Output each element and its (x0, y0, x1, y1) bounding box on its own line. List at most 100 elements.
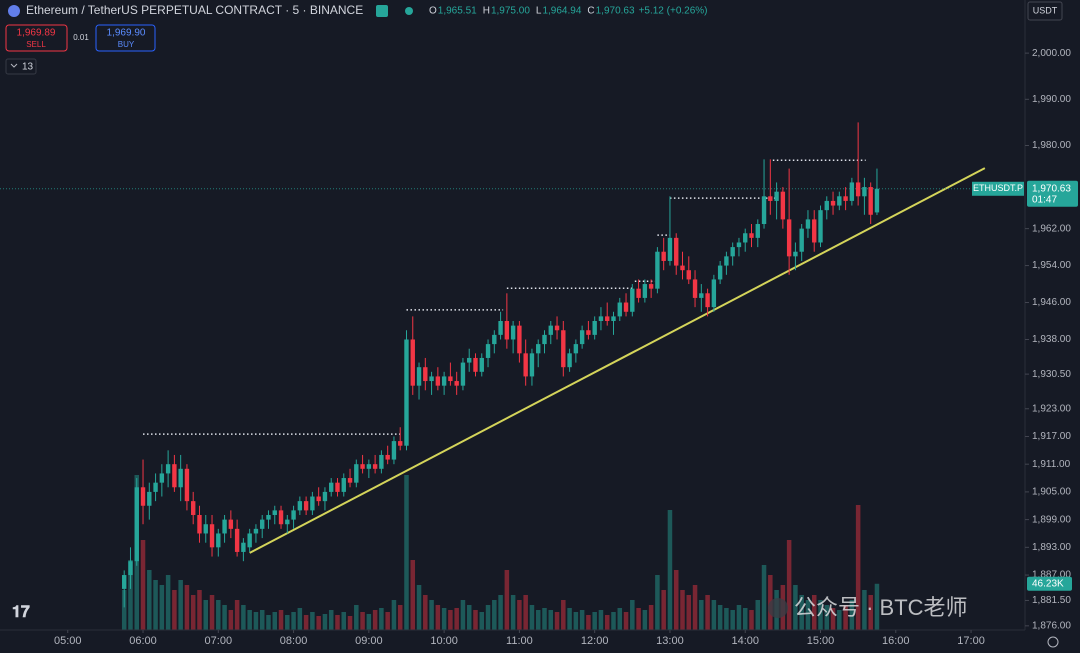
ohlc-legend: O 1,965.51 H 1,975.00 L 1,964.94 C 1,970.63 +5.1… (429, 6, 708, 17)
volume-bar (266, 615, 271, 630)
volume-bar (341, 612, 347, 630)
volume-bar (517, 600, 522, 630)
indicators-toggle[interactable] (5, 58, 37, 75)
candle-body (492, 334, 497, 345)
candle-body (799, 228, 804, 252)
candle-body (636, 288, 641, 298)
y-tick-label: 1,938.00 (1032, 334, 1071, 345)
candle-body (216, 533, 221, 548)
volume-bar (579, 610, 585, 630)
volume-bar (692, 585, 698, 630)
x-tick-label: 07:00 (205, 635, 233, 647)
volume-bar (843, 605, 848, 630)
volume-bar (454, 608, 459, 630)
candle-body (761, 196, 767, 225)
volume-bar (128, 560, 133, 630)
candle-body (285, 519, 290, 525)
y-tick-label: 1,954.00 (1032, 260, 1071, 271)
candle-body (303, 501, 309, 511)
candle-body (316, 496, 321, 502)
y-tick-label: 1,946.00 (1032, 297, 1071, 308)
candle-body (824, 200, 829, 211)
candle-body (598, 316, 604, 322)
candle-body (517, 325, 522, 354)
tv-logo: 𝟏𝟕 (12, 604, 30, 621)
volume-bar (749, 610, 754, 630)
volume-bar (190, 595, 196, 630)
volume-bar (636, 608, 641, 630)
candle-body (548, 325, 553, 335)
y-tick-label: 1,876.00 (1032, 620, 1071, 631)
watermark: 公众号 · BTC老师 (794, 595, 968, 620)
y-tick-label: 1,899.00 (1032, 514, 1071, 525)
volume-badge (1027, 576, 1072, 591)
volume-bar (247, 610, 252, 630)
candle-body (134, 487, 139, 562)
volume-bar (460, 600, 466, 630)
candle-body (360, 464, 365, 469)
candle-body (862, 187, 867, 197)
volume-bar (165, 575, 171, 630)
candle-body (165, 464, 171, 474)
volume-bar (404, 475, 409, 630)
candle-body (573, 344, 579, 354)
volume-bar (535, 610, 541, 630)
symbol-title: Ethereum / TetherUS PERPETUAL CONTRACT ·… (26, 3, 363, 17)
volume-bar (598, 610, 604, 630)
volume-bar (423, 595, 428, 630)
volume-bar (253, 612, 259, 630)
buy-label: BUY (118, 40, 135, 49)
volume-bar (554, 612, 560, 630)
currency: USDT (1033, 5, 1058, 15)
sell-price: 1,969.89 (17, 28, 56, 39)
candle-body (536, 344, 541, 354)
ohlc-key: C (587, 6, 594, 17)
x-tick-label: 12:00 (581, 635, 609, 647)
ohlc-key: L (536, 6, 542, 17)
candle-body (648, 284, 654, 289)
candle-body (429, 376, 434, 382)
candle-body (567, 353, 572, 368)
volume-bar (648, 605, 654, 630)
candle-body (837, 196, 842, 206)
volume-bar (297, 608, 303, 630)
candle-body (786, 219, 792, 257)
volume-bar (705, 595, 710, 630)
volume-bar (604, 615, 610, 630)
volume-bar (661, 590, 666, 630)
ohlc-value: 1,964.94 (542, 6, 581, 17)
price-badge (1027, 180, 1078, 207)
volume-bar (805, 600, 811, 630)
candle-body (674, 237, 679, 266)
sell-label: SELL (26, 40, 46, 49)
candle-body (780, 191, 786, 220)
ohlc-key: O (429, 6, 437, 17)
buy-price: 1,969.90 (107, 28, 146, 39)
settings-icon[interactable] (1047, 636, 1059, 648)
volume-bar (347, 616, 353, 630)
currency-button[interactable] (1027, 1, 1063, 21)
volume-bar (429, 600, 434, 630)
candle-body (749, 233, 754, 238)
buy-button[interactable] (95, 24, 156, 52)
y-tick-label: 1,893.00 (1032, 542, 1071, 553)
volume-bar (855, 505, 861, 630)
sell-button[interactable] (5, 24, 68, 52)
candle-body (868, 187, 873, 215)
volume-bar (699, 600, 704, 630)
trendline (249, 167, 986, 554)
candle-body (717, 265, 723, 280)
candle-body (266, 514, 271, 520)
candle-body (730, 247, 735, 257)
volume-bar (360, 612, 365, 630)
eye-icon[interactable] (376, 5, 388, 17)
volume-bar (667, 510, 673, 630)
volume-bar (335, 615, 340, 630)
candle-body (209, 524, 215, 548)
ohlc-value: 1,975.00 (491, 6, 530, 17)
candle-body (554, 325, 560, 331)
candle-body (529, 353, 535, 377)
volume-bar (542, 608, 547, 630)
candle-body (755, 224, 760, 238)
price-axis-panel (1025, 0, 1080, 653)
